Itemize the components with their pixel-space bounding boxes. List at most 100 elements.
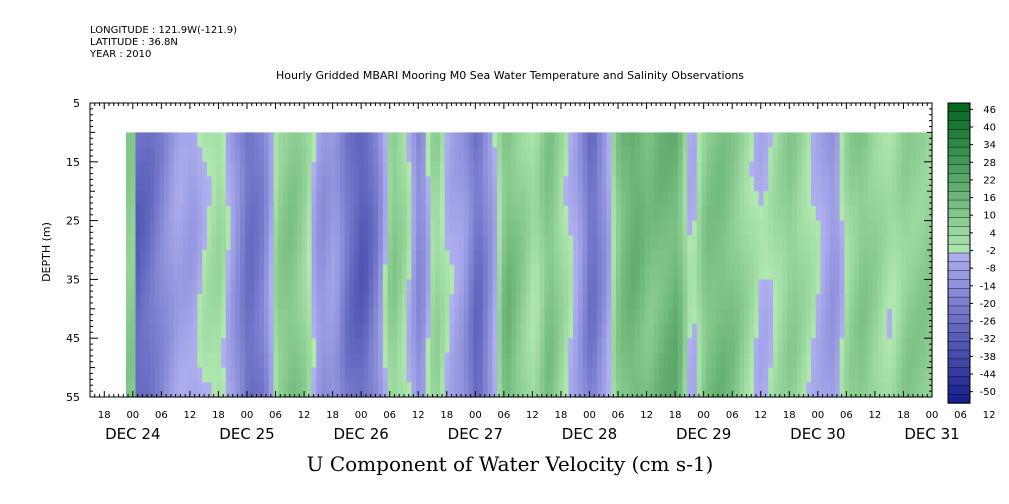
heatmap-cell [145,147,151,163]
heatmap-cell [173,352,179,369]
heatmap-cell [359,264,365,280]
heatmap-cell [145,220,151,236]
heatmap-cell [230,264,237,280]
heatmap-cell [254,308,260,325]
x-hour-label: 06 [612,410,625,421]
heatmap-cell [378,323,384,339]
heatmap-cell [791,176,798,192]
heatmap-cell [302,308,308,325]
heatmap-cell [401,352,408,369]
heatmap-cell [259,308,265,325]
heatmap-cell [321,352,327,369]
heatmap-cell [449,294,455,310]
heatmap-cell [506,264,512,280]
heatmap-cell [206,250,213,266]
heatmap-cell [677,294,684,310]
heatmap-cell [449,176,455,192]
x-hour-label: 18 [897,410,910,421]
heatmap-cell [130,264,137,280]
heatmap-cell [335,294,341,310]
heatmap-cell [183,250,189,266]
heatmap-cell [192,147,198,163]
heatmap-cell [230,308,237,325]
heatmap-cell [739,147,746,163]
heatmap-cell [563,264,570,280]
heatmap-cell [520,367,527,383]
heatmap-cell [458,161,465,178]
heatmap-cell [297,264,303,280]
heatmap-cell [525,132,531,148]
heatmap-cell [244,338,251,354]
heatmap-cell [473,205,479,222]
heatmap-cell [753,279,760,295]
heatmap-cell [658,147,665,163]
colorbar-label: -38 [980,352,996,363]
y-tick-label: 5 [73,97,80,110]
heatmap-cell [535,294,541,310]
heatmap-cell [130,294,137,310]
heatmap-cell [620,264,627,280]
heatmap-cell [378,308,384,325]
heatmap-cell [592,308,598,325]
heatmap-cell [782,308,788,325]
heatmap-cell [654,205,660,222]
heatmap-cell [325,235,332,251]
heatmap-cell [849,235,855,251]
heatmap-cell [720,264,726,280]
heatmap-cell [744,161,750,178]
heatmap-cell [758,382,765,398]
heatmap-cell [206,367,213,383]
heatmap-cell [359,382,365,398]
heatmap-cell [863,367,869,383]
heatmap-cell [772,367,779,383]
heatmap-cell [730,338,736,354]
heatmap-cell [649,161,655,178]
heatmap-cell [140,161,146,178]
heatmap-cell [159,235,165,251]
heatmap-cell [401,367,408,383]
heatmap-cell [368,191,374,207]
heatmap-cell [915,161,922,178]
heatmap-cell [406,147,413,163]
heatmap-cell [635,132,641,148]
heatmap-cell [373,161,379,178]
heatmap-cell [763,132,769,148]
heatmap-cell [183,264,189,280]
heatmap-cell [863,250,869,266]
heatmap-cell [872,205,879,222]
heatmap-cell [825,352,831,369]
heatmap-cell [392,308,398,325]
heatmap-cell [858,279,864,295]
heatmap-cell [135,161,141,178]
heatmap-cell [273,147,279,163]
heatmap-cell [140,176,146,192]
heatmap-cell [815,338,822,354]
heatmap-cell [577,382,584,398]
heatmap-cell [387,279,393,295]
heatmap-cell [411,264,417,280]
heatmap-cell [282,352,289,369]
heatmap-cell [306,308,313,325]
heatmap-cell [687,367,693,383]
heatmap-cell [758,205,765,222]
heatmap-cell [382,250,389,266]
heatmap-cell [302,250,308,266]
heatmap-cell [706,205,712,222]
heatmap-cell [663,323,669,339]
heatmap-cell [606,250,612,266]
heatmap-cell [259,176,265,192]
heatmap-cell [673,191,679,207]
heatmap-cell [768,338,774,354]
heatmap-cell [696,367,703,383]
heatmap-cell [530,308,536,325]
heatmap-cell [292,279,298,295]
heatmap-cell [763,308,769,325]
heatmap-cell [173,205,179,222]
heatmap-cell [711,264,717,280]
heatmap-cell [435,176,441,192]
heatmap-cell [373,367,379,383]
heatmap-cell [183,205,189,222]
heatmap-cell [753,308,760,325]
heatmap-cell [668,308,674,325]
